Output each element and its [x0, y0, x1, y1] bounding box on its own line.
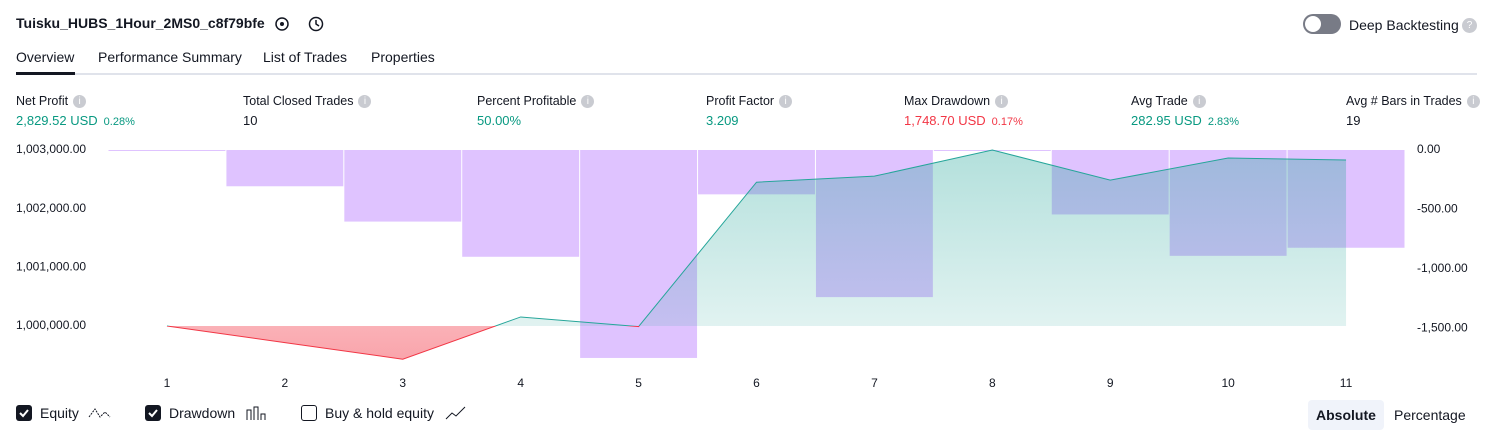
metric-label: Max Drawdown i: [904, 94, 1009, 108]
y2-tick-label: -1,500.00: [1417, 321, 1468, 335]
legend-label: Drawdown: [169, 405, 236, 421]
x-tick-label: 8: [989, 376, 996, 390]
legend-equity[interactable]: Equity: [16, 405, 113, 421]
active-tab-underline: [16, 72, 75, 75]
info-icon[interactable]: i: [1192, 95, 1206, 108]
tab[interactable]: Properties: [371, 49, 435, 65]
equity-line: [166, 149, 1347, 326]
tab[interactable]: Performance Summary: [98, 49, 242, 65]
metric-value: 3.209: [706, 113, 739, 128]
equity-area: [166, 150, 1347, 326]
mode-percentage[interactable]: Percentage: [1394, 407, 1466, 423]
info-icon[interactable]: i: [995, 95, 1009, 108]
info-icon[interactable]: i: [779, 95, 793, 108]
equity-line-negative: [166, 326, 640, 360]
x-tick-label: 2: [282, 376, 289, 390]
y-tick-label: 1,000,000.00: [16, 318, 86, 332]
metric-label-text: Avg Trade: [1131, 94, 1188, 108]
y-tick-label: 1,003,000.00: [16, 142, 86, 156]
info-icon[interactable]: i: [1466, 95, 1480, 108]
legend-label: Buy & hold equity: [325, 405, 434, 421]
metric-value-text: 10: [243, 113, 258, 128]
equity-area-negative: [166, 326, 1347, 360]
y2-tick-label: -500.00: [1417, 202, 1458, 216]
drawdown-bar: [344, 150, 462, 222]
mode-absolute[interactable]: Absolute: [1308, 400, 1384, 430]
toggle[interactable]: [1303, 14, 1341, 34]
metric-label: Avg # Bars in Trades i: [1346, 94, 1480, 108]
metric-label-text: Avg # Bars in Trades: [1346, 94, 1462, 108]
metric-value: 19: [1346, 113, 1360, 128]
x-tick-label: 5: [635, 376, 642, 390]
strategy-title: Tuisku_HUBS_1Hour_2MS0_c8f79bfe: [16, 15, 265, 31]
metric-label-text: Profit Factor: [706, 94, 775, 108]
metric-value: 1,748.70 USD 0.17%: [904, 113, 1023, 128]
metric-label: Avg Trade i: [1131, 94, 1206, 108]
metric-value-text: 2,829.52 USD: [16, 113, 98, 128]
y2-tick-label: -1,000.00: [1417, 261, 1468, 275]
metric-percent: 0.17%: [991, 116, 1023, 128]
info-icon[interactable]: i: [358, 95, 372, 108]
metric-label: Profit Factor i: [706, 94, 793, 108]
y-tick-label: 1,001,000.00: [16, 260, 86, 274]
title-icons: [275, 16, 324, 32]
metric-label-text: Net Profit: [16, 94, 69, 108]
x-tick-label: 4: [517, 376, 524, 390]
drawdown-bar: [462, 150, 580, 257]
metric-label-text: Percent Profitable: [477, 94, 577, 108]
metric-label: Total Closed Trades i: [243, 94, 372, 108]
metric-value: 2,829.52 USD 0.28%: [16, 113, 135, 128]
metric-label-text: Max Drawdown: [904, 94, 991, 108]
metric-value-text: 1,748.70 USD: [904, 113, 986, 128]
x-tick-label: 3: [399, 376, 406, 390]
x-tick-label: 9: [1107, 376, 1114, 390]
drawdown-bar: [108, 150, 226, 151]
y2-tick-label: 0.00: [1417, 142, 1441, 156]
x-tick-label: 10: [1221, 376, 1235, 390]
metric-label-text: Total Closed Trades: [243, 94, 354, 108]
metric-value-text: 3.209: [706, 113, 739, 128]
metric-value-text: 50.00%: [477, 113, 522, 128]
x-tick-label: 11: [1340, 376, 1353, 390]
legend-buy-hold[interactable]: Buy & hold equity: [301, 405, 468, 421]
metric-percent: 2.83%: [1207, 116, 1240, 128]
metric-value-text: 282.95 USD: [1131, 113, 1202, 128]
metric-percent: 0.28%: [103, 116, 135, 128]
metric-value-text: 19: [1346, 113, 1361, 128]
legend-drawdown[interactable]: Drawdown: [145, 405, 269, 421]
y-tick-label: 1,002,000.00: [16, 201, 86, 215]
metric-value: 10: [243, 113, 257, 128]
metric-label: Net Profit i: [16, 94, 87, 108]
x-tick-label: 1: [164, 376, 171, 390]
tab-divider: [16, 73, 1477, 75]
metric-value: 50.00%: [477, 113, 521, 128]
info-icon[interactable]: i: [581, 95, 595, 108]
tab[interactable]: Overview: [16, 49, 75, 65]
metric-label: Percent Profitable i: [477, 94, 595, 108]
tab[interactable]: List of Trades: [263, 49, 348, 65]
info-icon[interactable]: i: [73, 95, 87, 108]
x-tick-label: 6: [753, 376, 760, 390]
help-icon[interactable]: ?: [1462, 18, 1477, 33]
metric-value: 282.95 USD 2.83%: [1131, 113, 1239, 128]
drawdown-bar: [226, 150, 344, 187]
legend-label: Equity: [40, 405, 79, 421]
toggle-label: Deep Backtesting: [1349, 17, 1459, 33]
x-tick-label: 7: [871, 376, 878, 390]
